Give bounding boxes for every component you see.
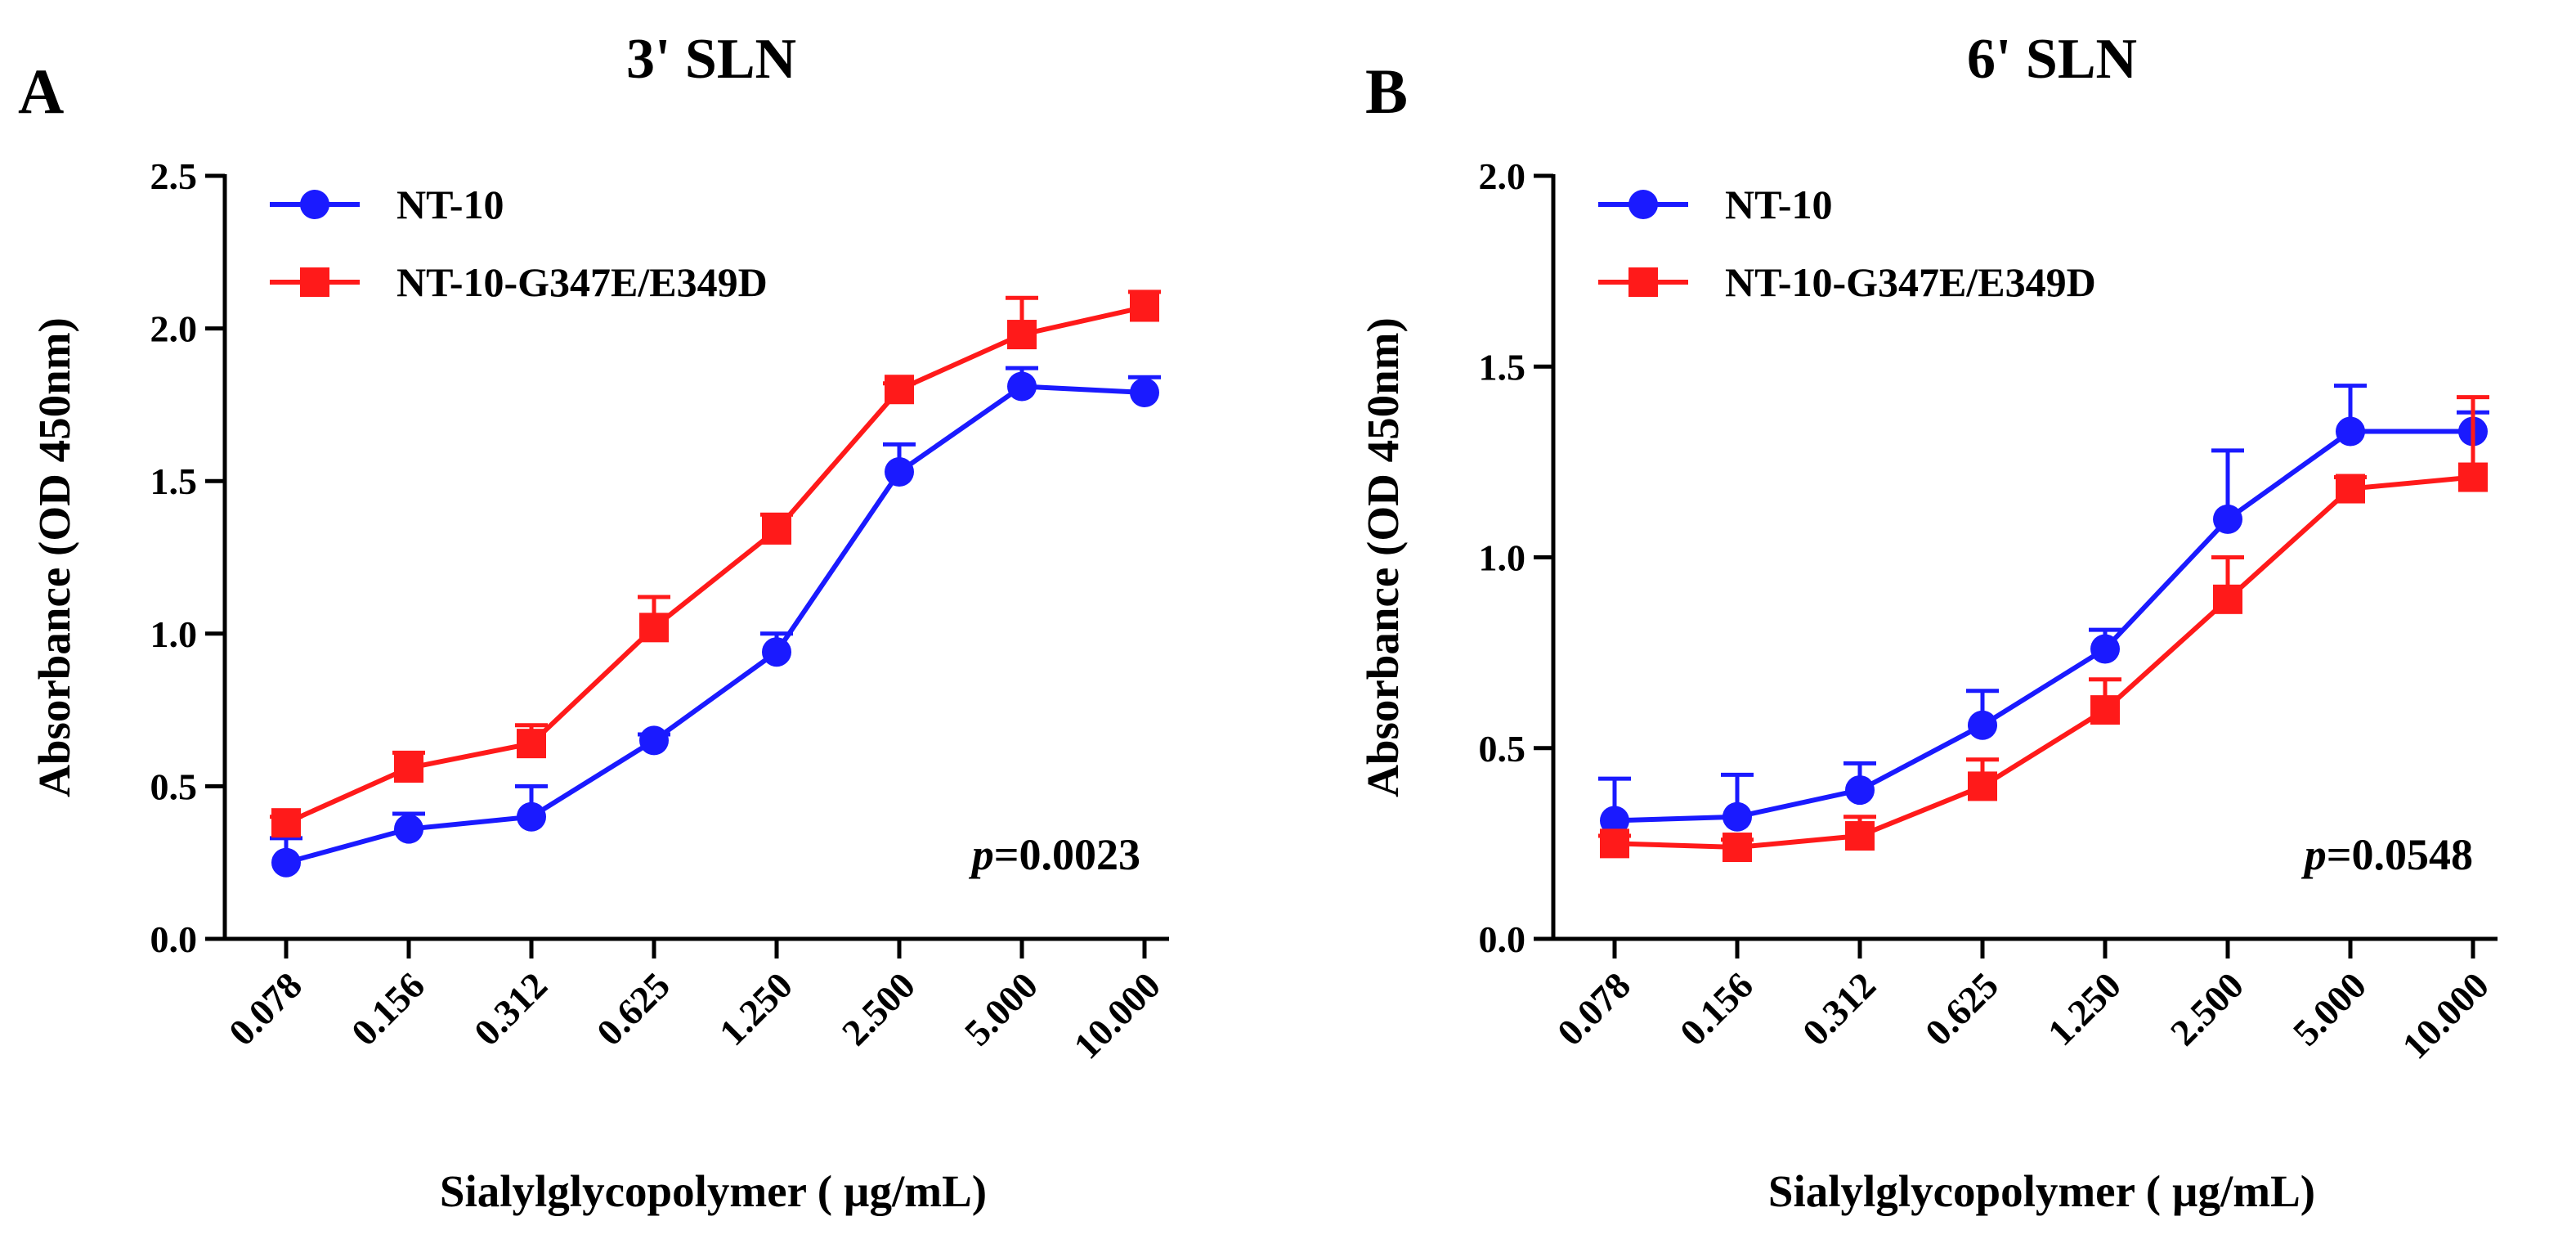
y-tick-label: 2.5: [150, 155, 198, 197]
series-line: [284, 304, 1145, 825]
p-value-annotation: p=0.0548: [2301, 830, 2473, 879]
series-nt-10: [1598, 384, 2489, 836]
x-tick-label: 2.500: [834, 964, 923, 1053]
x-tick-label: 5.000: [956, 964, 1046, 1053]
x-axis-label: Sialylglycopolymer ( µg/mL): [1768, 1166, 2315, 1216]
x-tick-label: 1.250: [711, 964, 800, 1053]
data-point: [762, 514, 791, 545]
y-tick-label: 0.0: [1479, 918, 1526, 960]
y-axis-label: Absorbance (OD 450nm): [1358, 317, 1408, 797]
legend-marker: [300, 267, 329, 297]
data-point: [2336, 416, 2365, 447]
data-point: [1845, 775, 1875, 806]
p-value-number: =0.0548: [2327, 830, 2473, 879]
data-point: [271, 847, 301, 878]
x-tick-label: 0.156: [343, 964, 432, 1053]
x-tick-label: 2.500: [2162, 964, 2251, 1053]
series-line: [1614, 429, 2473, 824]
y-tick-label: 1.5: [150, 460, 198, 502]
series-line: [285, 384, 1145, 865]
x-tick-label: 0.312: [1794, 964, 1884, 1053]
y-tick-label: 0.0: [150, 918, 198, 960]
data-point: [1723, 801, 1752, 832]
series-nt-10: [270, 366, 1161, 878]
panel-a: A 3' SLN 0.0 0.5 1.0 1.5 2.0 2.5 0.078 0.156 0.312…: [18, 28, 1169, 1216]
data-point: [1130, 292, 1159, 322]
y-tick-label: 1.0: [1479, 537, 1526, 579]
data-point: [2458, 462, 2488, 492]
data-point: [1600, 828, 1629, 859]
data-point: [1968, 771, 1997, 801]
data-point: [2336, 474, 2365, 504]
p-value-symbol: p: [969, 830, 994, 879]
y-tick-label: 0.5: [150, 765, 198, 807]
legend: NT-10 NT-10-G347E/E349D: [270, 182, 768, 305]
data-point: [885, 375, 914, 405]
data-point: [2213, 504, 2242, 534]
chart-title: 6' SLN: [1967, 28, 2137, 91]
legend-marker: [300, 190, 329, 219]
legend-label: NT-10-G347E/E349D: [396, 259, 768, 305]
legend: NT-10 NT-10-G347E/E349D: [1598, 182, 2096, 305]
data-point: [2090, 695, 2120, 725]
x-tick-label: 0.625: [1917, 964, 2006, 1053]
panel-b: B 6' SLN 0.0 0.5 1.0 1.5 2.0 0.078 0.156 0.312 0.6…: [1358, 28, 2498, 1216]
legend-marker: [1628, 190, 1658, 219]
series-nt-10-g347e-e349d: [1598, 395, 2489, 863]
data-point: [2213, 584, 2242, 614]
data-point: [1007, 371, 1037, 402]
x-axis-label: Sialylglycopolymer ( µg/mL): [440, 1166, 987, 1216]
data-point: [2090, 634, 2120, 664]
y-tick-label: 0.5: [1479, 728, 1526, 770]
data-point: [271, 808, 301, 838]
data-point: [1130, 377, 1159, 407]
y-tick-label: 1.0: [150, 613, 198, 655]
chart-title: 3' SLN: [626, 28, 796, 91]
x-tick-label: 0.625: [589, 964, 678, 1053]
p-value-number: =0.0023: [994, 830, 1140, 879]
y-tick-label: 2.0: [1479, 155, 1526, 197]
legend-label: NT-10: [396, 182, 504, 227]
data-point: [394, 753, 423, 783]
x-tick-label: 0.078: [221, 964, 310, 1053]
legend-label: NT-10-G347E/E349D: [1725, 259, 2096, 305]
y-tick-label: 2.0: [150, 308, 198, 350]
data-point: [885, 457, 914, 487]
data-point: [639, 725, 669, 756]
legend-label: NT-10: [1725, 182, 1833, 227]
data-point: [639, 613, 669, 643]
series-line: [1614, 474, 2474, 851]
x-tick-label: 1.250: [2040, 964, 2129, 1053]
legend-marker: [1628, 267, 1658, 297]
x-tick-label: 10.000: [2395, 964, 2498, 1067]
x-tick-label: 5.000: [2285, 964, 2374, 1053]
panel-label: A: [18, 56, 64, 127]
data-point: [1968, 710, 1997, 740]
data-point: [1007, 320, 1037, 350]
data-point: [1600, 806, 1629, 836]
x-tick-label: 0.078: [1549, 964, 1638, 1053]
p-value-symbol: p: [2301, 830, 2327, 879]
data-point: [762, 637, 791, 667]
data-point: [1723, 833, 1752, 863]
data-point: [1845, 821, 1875, 851]
y-tick-label: 1.5: [1479, 346, 1526, 388]
x-tick-label: 10.000: [1066, 964, 1169, 1067]
series-nt-10-g347e-e349d: [270, 290, 1161, 838]
panel-label: B: [1365, 56, 1408, 127]
data-point: [517, 729, 546, 759]
data-point: [517, 801, 546, 832]
x-tick-label: 0.156: [1672, 964, 1761, 1053]
p-value-annotation: p=0.0023: [969, 830, 1140, 879]
y-axis-label: Absorbance (OD 450nm): [29, 317, 79, 797]
x-tick-label: 0.312: [466, 964, 555, 1053]
data-point: [394, 814, 423, 844]
